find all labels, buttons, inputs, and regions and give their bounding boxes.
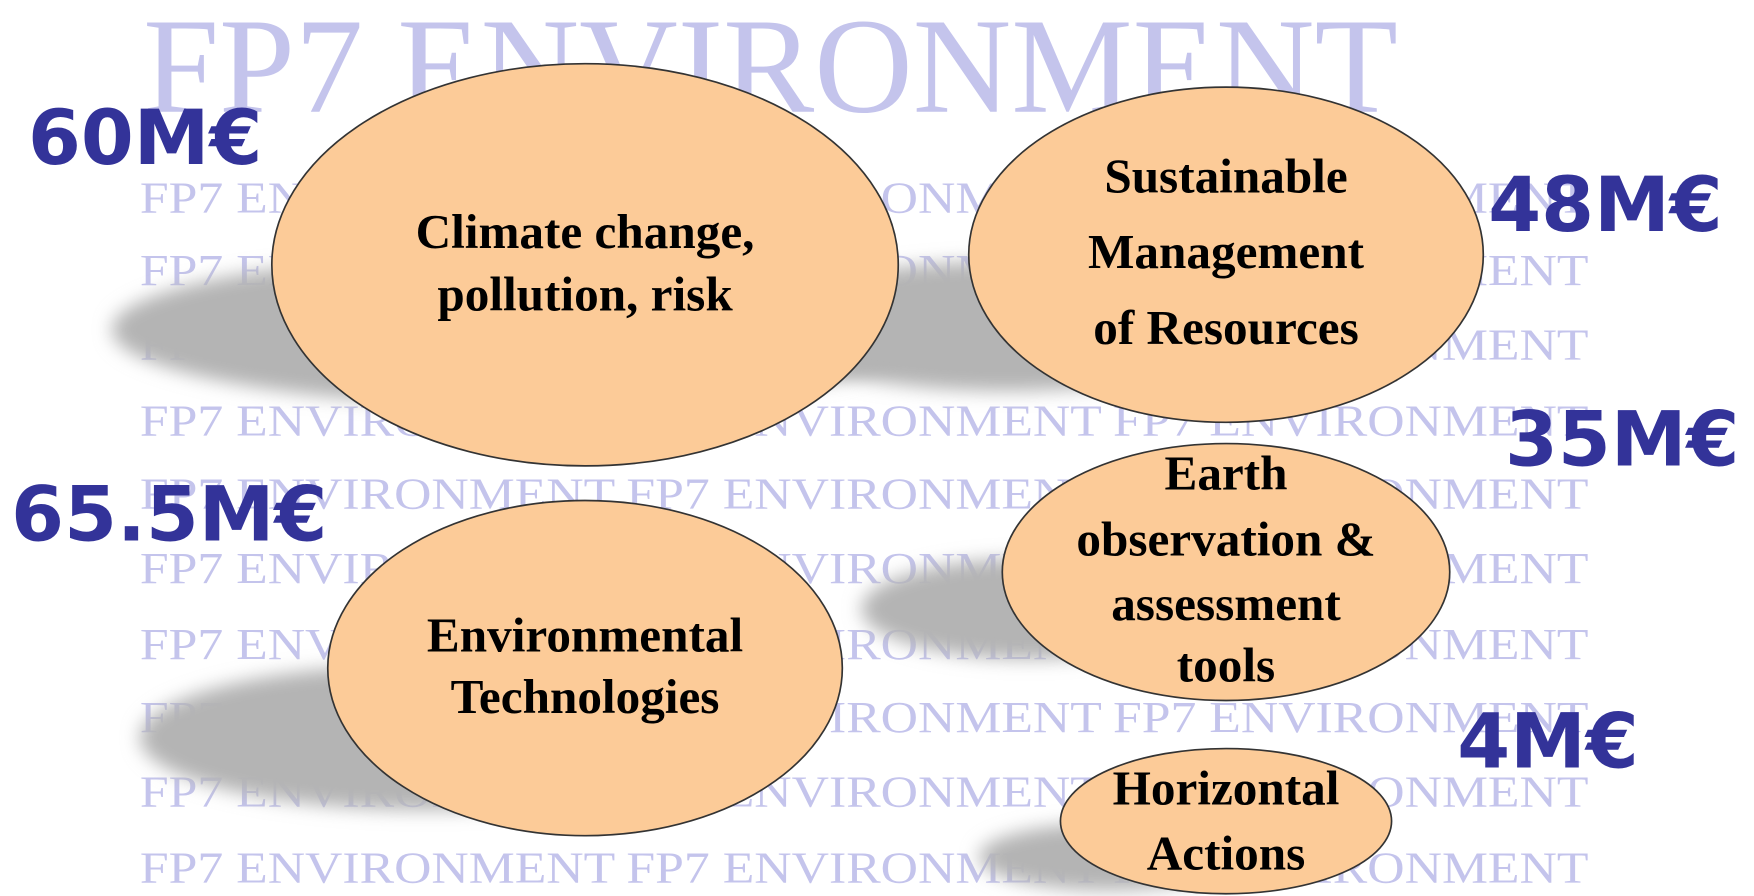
node-label: Horizontal <box>1113 761 1340 816</box>
node-label: Management <box>1088 224 1365 279</box>
node-label: observation & <box>1076 511 1375 566</box>
amount: 48M€ <box>1488 160 1722 249</box>
amount: 4M€ <box>1457 696 1639 785</box>
node-ellipse <box>1059 747 1393 895</box>
node-ellipse <box>967 86 1485 424</box>
node-label: Environmental <box>427 607 743 662</box>
node-label: Technologies <box>451 669 720 724</box>
amount: 65.5M€ <box>11 470 327 559</box>
watermark: FP7 ENVIRONMENT <box>1113 692 1588 742</box>
amount: 60M€ <box>28 93 262 182</box>
node-label: tools <box>1177 638 1275 693</box>
node-label: pollution, risk <box>437 267 733 322</box>
node-ellipse <box>1001 442 1451 702</box>
node-label: Sustainable <box>1104 148 1347 203</box>
node-label: Climate change, <box>416 204 755 259</box>
watermark: FP7 ENVIRONMENT <box>626 468 1101 518</box>
watermark: FP7 ENVIRONMENT <box>140 843 615 893</box>
node-label: Actions <box>1147 825 1306 880</box>
node-ellipse <box>326 499 844 837</box>
node-label: Earth <box>1165 445 1288 500</box>
amount: 35M€ <box>1505 395 1739 484</box>
node-label: of Resources <box>1093 300 1359 355</box>
node-ellipse <box>270 62 900 467</box>
node-label: assessment <box>1111 576 1341 631</box>
